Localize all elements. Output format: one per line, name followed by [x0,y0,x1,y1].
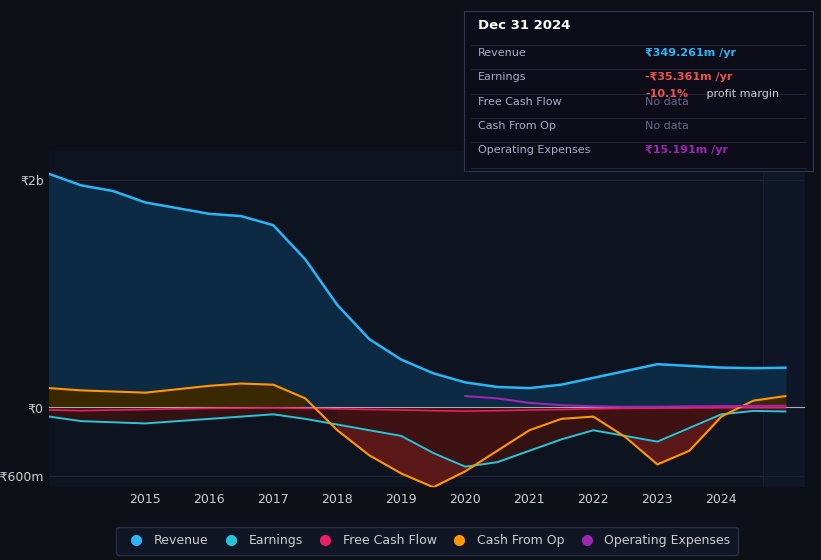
Text: No data: No data [645,122,689,132]
Text: ₹349.261m /yr: ₹349.261m /yr [645,48,736,58]
Legend: Revenue, Earnings, Free Cash Flow, Cash From Op, Operating Expenses: Revenue, Earnings, Free Cash Flow, Cash … [116,527,738,555]
Text: Operating Expenses: Operating Expenses [478,145,590,155]
Text: Free Cash Flow: Free Cash Flow [478,97,562,108]
Text: Dec 31 2024: Dec 31 2024 [478,19,571,32]
Text: Cash From Op: Cash From Op [478,122,556,132]
Text: No data: No data [645,97,689,108]
Text: profit margin: profit margin [703,90,779,100]
Bar [763,151,805,487]
Text: Earnings: Earnings [478,72,526,82]
Text: -10.1%: -10.1% [645,90,689,100]
Text: Revenue: Revenue [478,48,526,58]
Text: -₹35.361m /yr: -₹35.361m /yr [645,72,732,82]
Text: ₹15.191m /yr: ₹15.191m /yr [645,145,728,155]
